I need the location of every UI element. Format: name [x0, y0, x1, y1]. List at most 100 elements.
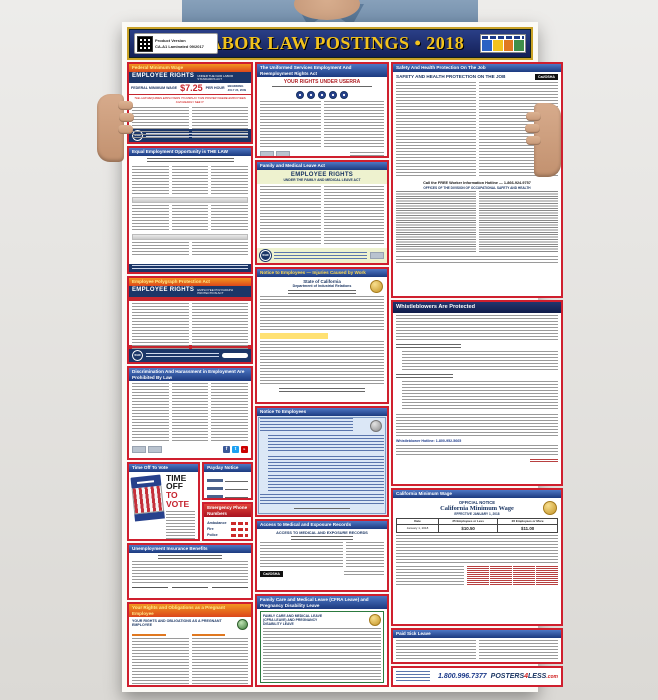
userra-title-bar: The Uniformed Services Employment And Re…: [257, 64, 387, 77]
injuries-paragraph-1: [260, 295, 384, 330]
section-cfra-pregnancy-leave: Family Care and Medical Leave (CFRA Leav…: [255, 594, 389, 687]
edd-seal-icon: [370, 419, 382, 432]
section-polygraph-protection-act: Employee Polygraph Protection Act EMPLOY…: [127, 276, 253, 364]
emergency-rows: Ambulance Fire Police Poison Control Hos…: [204, 517, 251, 539]
userra-footer-text: [350, 152, 384, 156]
section-whistleblowers-protected: Whistleblowers Are Protected Whistleblow…: [391, 300, 563, 486]
fmw-employee-rights-band: EMPLOYEE RIGHTS UNDER THE FAIR LABOR STA…: [129, 71, 251, 83]
person-right-finger: [526, 136, 541, 145]
california-seal-icon: [370, 279, 383, 293]
camw-body: OFFICIAL NOTICE California Minimum Wage …: [393, 498, 561, 625]
emergency-label: Fire: [207, 527, 214, 531]
brand-post: LESS: [528, 673, 547, 680]
camw-h1: California Minimum Wage: [440, 504, 514, 512]
safety-title-bar: Safety And Health Protection On The Job: [393, 64, 561, 72]
userra-title: The Uniformed Services Employment And Re…: [260, 65, 352, 76]
whistle-subhead-1: [396, 343, 461, 348]
publisher-brand-logo: POSTERS4LESS.com: [491, 673, 558, 680]
injuries-subtitle-lines: [287, 289, 357, 294]
fmw-beginning-date: BEGINNING JULY 24, 2009: [227, 84, 247, 93]
vote-big-text-1: TIME OFF: [166, 472, 187, 492]
brand-num: 4: [524, 673, 529, 680]
poly-title-bar: Employee Polygraph Protection Act: [129, 278, 251, 286]
pregnant-title: Your Rights and Obligations as a Pregnan…: [132, 605, 226, 616]
camw-paragraphs: [396, 535, 558, 564]
ui-body-text: [129, 553, 251, 599]
edd-title-bar: Notice To Employees: [257, 408, 387, 416]
section-fmla: Family and Medical Leave Act EMPLOYEE RI…: [255, 160, 389, 265]
cfra-seal-icon: [369, 614, 381, 626]
fmla-title: Family and Medical Leave Act: [260, 163, 325, 168]
column-left: Federal Minimum Wage EMPLOYEE RIGHTS UND…: [127, 62, 253, 687]
poly-footer-strip: WHD: [129, 349, 251, 362]
section-federal-minimum-wage: Federal Minimum Wage EMPLOYEE RIGHTS UND…: [127, 62, 253, 144]
injuries-h2: Department of Industrial Relations: [292, 283, 352, 288]
brand-badge: [480, 34, 526, 53]
whistle-title-bar: Whistleblowers Are Protected: [393, 302, 561, 313]
camw-seal-icon: [543, 500, 557, 515]
eeo-heading-lines: [146, 157, 234, 163]
camw-wage-large: $11.00: [497, 524, 558, 534]
medrec-title: Access to Medical and Exposure Records: [260, 522, 352, 527]
whistle-list-2: [402, 380, 558, 411]
cal-osha-logo: Cal/OSHA: [260, 570, 283, 577]
poly-footer-red: [129, 345, 251, 349]
dfeh-logo: [132, 446, 146, 453]
whistle-form-number: [530, 458, 558, 463]
pregnant-body: YOUR RIGHTS AND OBLIGATIONS AS A PREGNAN…: [129, 617, 251, 685]
dol-logo: [370, 252, 384, 259]
eeo-divider-band: [132, 196, 248, 203]
swatch-yellow: [492, 40, 503, 51]
camw-footer-text: [396, 566, 465, 587]
product-label-line1: Product Version: [155, 37, 186, 43]
column-middle: The Uniformed Services Employment And Re…: [255, 62, 389, 687]
medrec-body: ACCESS TO MEDICAL AND EXPOSURE RECORDS C…: [257, 529, 387, 591]
medrec-h1: ACCESS TO MEDICAL AND EXPOSURE RECORDS: [276, 530, 368, 535]
eeo-title-bar: Equal Employment Opportunity is THE LAW: [129, 148, 251, 156]
poster-masthead: Product Version CA-A1 Laminated 09/2017 …: [127, 27, 533, 60]
whistle-paragraph-3: [396, 444, 558, 457]
injuries-footer-lines: [278, 387, 366, 393]
edd-form-number: [294, 507, 350, 511]
edd-title: Notice To Employees: [260, 409, 307, 414]
payday-title-bar: Payday Notice: [204, 464, 251, 472]
section-userra: The Uniformed Services Employment And Re…: [255, 62, 389, 158]
injuries-paragraph-2: [260, 340, 384, 385]
safety-footer-lines: [396, 255, 558, 264]
cfra-h1: FAMILY CARE AND MEDICAL LEAVE (CFRA LEAV…: [263, 614, 323, 626]
injuries-h1: State of California: [303, 278, 341, 284]
userra-subtitle-lines: [272, 86, 372, 89]
youtube-icon: ►: [241, 446, 248, 453]
fmw-h1: EMPLOYEE RIGHTS: [132, 72, 195, 79]
esgr-logo: [276, 151, 290, 156]
section-medical-exposure-records: Access to Medical and Exposure Records A…: [255, 519, 389, 592]
pregnant-h1: YOUR RIGHTS AND OBLIGATIONS AS A PREGNAN…: [132, 619, 222, 627]
poly-red-band: [129, 296, 251, 301]
eeo-title: Equal Employment Opportunity is THE LAW: [132, 149, 228, 154]
userra-h1: YOUR RIGHTS UNDER USERRA: [283, 79, 361, 85]
section-payday-notice: Payday Notice: [202, 462, 253, 500]
safety-hotline: Call the FREE Worker Information Hotline…: [423, 180, 531, 185]
whd-logo: WHD: [259, 249, 272, 262]
injuries-body: State of California Department of Indust…: [257, 277, 387, 403]
fmw-wage-label: FEDERAL MINIMUM WAGE: [131, 86, 178, 91]
person-right-finger: [525, 124, 540, 133]
edd-intro-lines: [260, 417, 353, 432]
vote-row: Time Off To Vote TIME OFF TO VOTE: [127, 462, 253, 541]
fmw-body-text: [129, 105, 251, 139]
ui-title-bar: Unemployment Insurance Benefits: [129, 545, 251, 553]
eeo-divider-band2: [132, 233, 248, 240]
section-discrimination-harassment: Discrimination And Harassment in Employm…: [127, 366, 253, 460]
person-chin: [294, 0, 360, 20]
emergency-label: Ambulance: [207, 521, 227, 525]
fmla-footer-text: [274, 252, 367, 259]
whistle-body: Whistleblower Hotline: 1-800-952-5665: [393, 313, 561, 484]
section-paid-sick-leave: Paid Sick Leave: [391, 628, 563, 664]
userra-star-icons: [260, 91, 384, 99]
medrec-date-lines: [344, 570, 384, 577]
whistle-paragraph-1: [396, 314, 558, 341]
camw-col-date: Date: [395, 517, 440, 526]
section-pregnant-employee-rights: Your Rights and Obligations as a Pregnan…: [127, 602, 253, 687]
camw-effective: EFFECTIVE JANUARY 1, 2018: [454, 511, 500, 516]
fmw-wage-band: FEDERAL MINIMUM WAGE $7.25 PER HOUR BEGI…: [129, 83, 251, 95]
